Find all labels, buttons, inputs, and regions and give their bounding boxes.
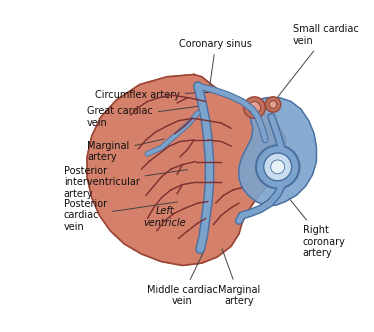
Circle shape — [264, 153, 292, 181]
Circle shape — [248, 102, 261, 114]
Text: Marginal
artery: Marginal artery — [218, 249, 260, 306]
Text: Marginal
artery: Marginal artery — [87, 139, 164, 162]
Circle shape — [243, 97, 265, 119]
Text: Posterior
interventricular
artery: Posterior interventricular artery — [64, 166, 187, 199]
Circle shape — [265, 97, 281, 112]
Text: Circumflex artery: Circumflex artery — [95, 90, 211, 100]
Text: Coronary sinus: Coronary sinus — [179, 39, 252, 85]
Circle shape — [271, 160, 285, 174]
Text: Posterior
cardiac
vein: Posterior cardiac vein — [64, 199, 177, 232]
Text: Small cardiac
vein: Small cardiac vein — [277, 24, 359, 98]
Polygon shape — [239, 98, 316, 206]
Polygon shape — [87, 74, 285, 266]
Text: Right
coronary
artery: Right coronary artery — [287, 196, 345, 258]
Circle shape — [256, 145, 300, 189]
Text: Great cardiac
vein: Great cardiac vein — [87, 106, 203, 127]
Text: Middle cardiac
vein: Middle cardiac vein — [147, 250, 218, 306]
Circle shape — [269, 101, 277, 108]
Text: Left
ventricle: Left ventricle — [143, 206, 186, 228]
